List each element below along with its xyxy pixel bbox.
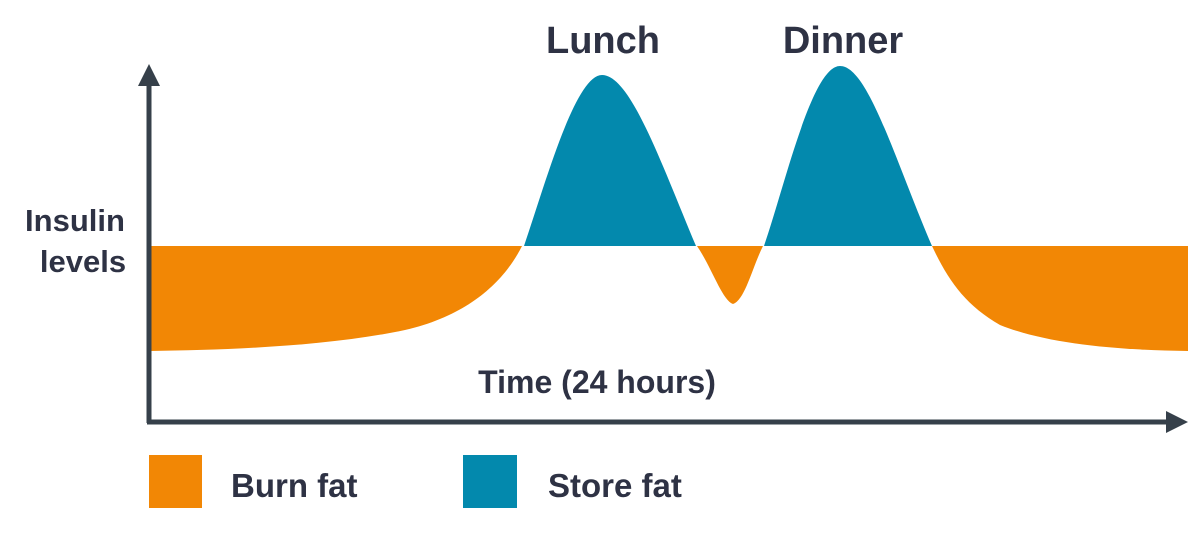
x-axis-label: Time (24 hours) — [478, 364, 716, 400]
legend-swatch-burn-fat — [149, 455, 202, 508]
legend-swatch-store-fat — [463, 455, 517, 508]
legend-label-burn-fat: Burn fat — [231, 467, 358, 504]
dinner-label: Dinner — [783, 20, 904, 62]
lunch-label: Lunch — [546, 20, 660, 62]
store-fat-region-dinner — [764, 66, 932, 246]
axes — [138, 64, 1188, 433]
y-axis-arrow-icon — [138, 64, 160, 86]
legend: Burn fat Store fat — [149, 455, 682, 508]
burn-fat-region-right — [932, 246, 1188, 351]
x-axis-arrow-icon — [1166, 411, 1188, 433]
legend-label-store-fat: Store fat — [548, 467, 682, 504]
burn-fat-region-dip — [697, 246, 763, 304]
y-axis-label-line-2: levels — [40, 244, 126, 279]
y-axis-label-line-1: Insulin — [25, 203, 125, 238]
burn-fat-region-left — [150, 246, 522, 351]
store-fat-region-lunch — [524, 75, 696, 246]
